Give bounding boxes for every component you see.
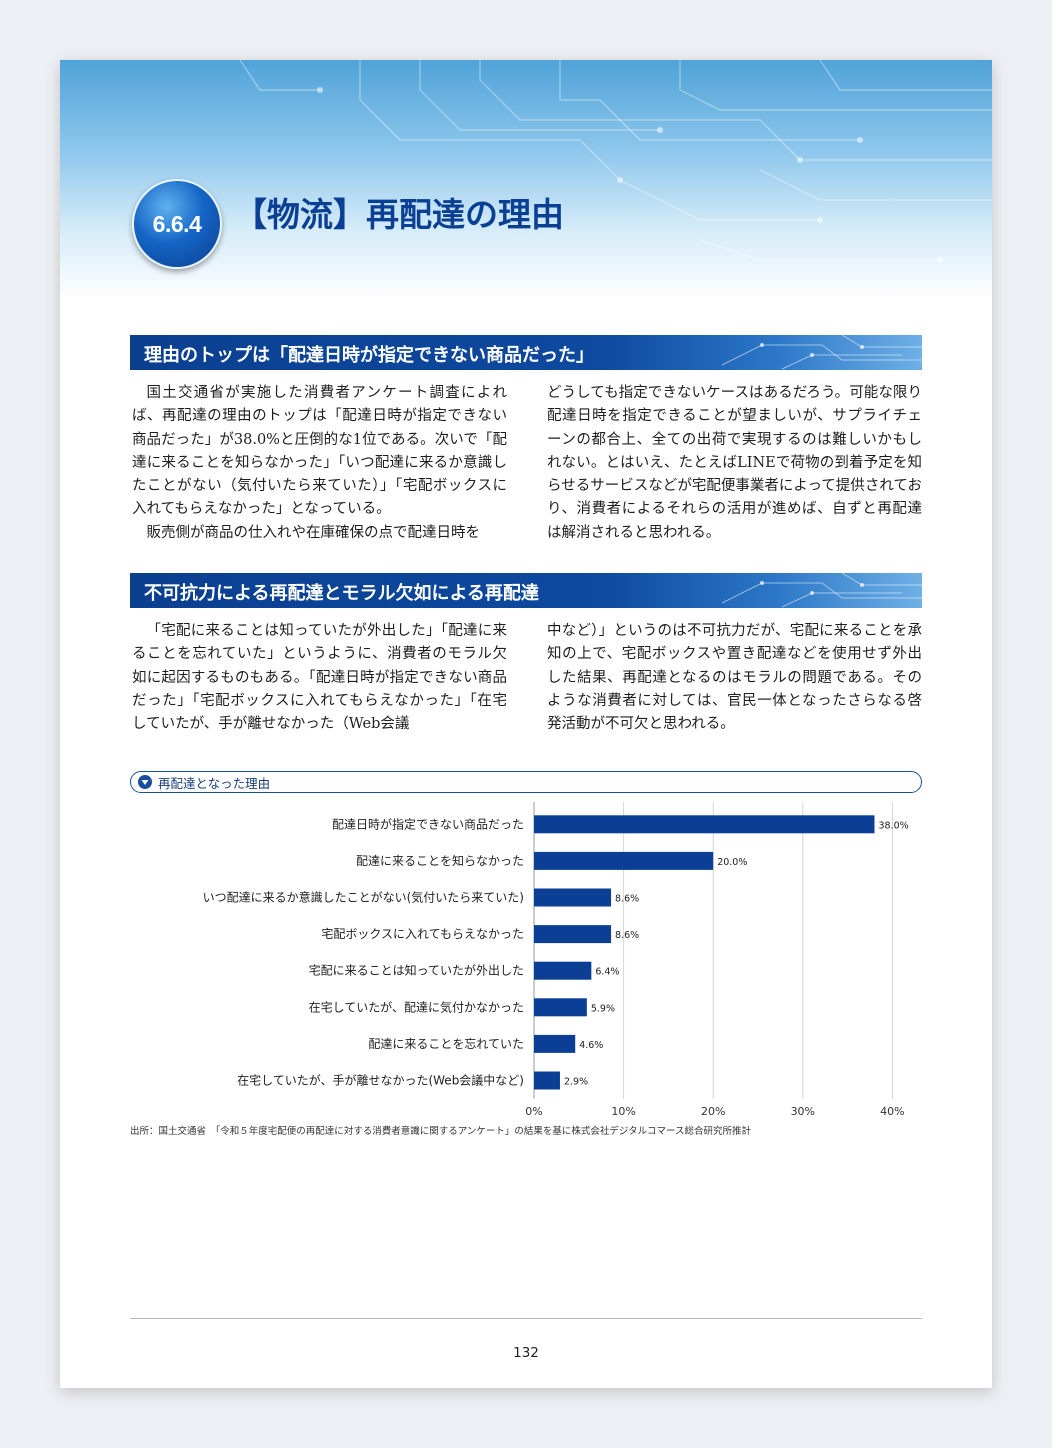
bar [534, 888, 612, 907]
section2-right-column: 中など）」というのは不可抗力だが、宅配に来ることを承知の上で、宅配ボックスや置き… [547, 620, 922, 736]
page-title: 【物流】再配達の理由 [234, 195, 564, 234]
bar [534, 1034, 576, 1053]
bar [534, 925, 612, 944]
header-banner [60, 60, 992, 300]
value-label: 2.9% [564, 1077, 588, 1088]
value-label: 8.6% [615, 930, 639, 941]
chart-title: 再配達となった理由 [158, 776, 271, 791]
paragraph: 国土交通省が実施した消費者アンケート調査によれば、再配達の理由のトップは「配達日… [132, 385, 507, 518]
value-label: 6.4% [595, 967, 619, 978]
bar [534, 961, 592, 980]
triangle-down-icon [138, 775, 152, 789]
value-label: 4.6% [579, 1040, 603, 1051]
paragraph: どうしても指定できないケースはあるだろう。可能な限り配達日時を指定できることが望… [547, 385, 922, 541]
chart-heading-box: 再配達となった理由 [130, 771, 922, 793]
value-label: 38.0% [878, 820, 908, 831]
section-heading-band-2: 不可抗力による再配達とモラル欠如による再配達 [130, 573, 922, 608]
section1-left-column: 国土交通省が実施した消費者アンケート調査によれば、再配達の理由のトップは「配達日… [132, 382, 507, 545]
value-label: 8.6% [615, 894, 639, 905]
circuit-pattern [239, 60, 992, 263]
paragraph: 「宅配に来ることは知っていたが外出した」「配達に来ることを忘れていた」というよう… [132, 623, 507, 733]
section-heading-1: 理由のトップは「配達日時が指定できない商品だった」 [144, 345, 594, 366]
category-label: 配達日時が指定できない商品だった [332, 816, 524, 831]
section-number: 6.6.4 [152, 210, 202, 237]
source-note: 出所：国土交通省 「令和５年度宅配便の再配達に対する消費者意識に関するアンケート… [130, 1126, 752, 1137]
x-tick-label: 40% [880, 1105, 904, 1118]
category-label: 在宅していたが、配達に気付かなかった [309, 999, 524, 1014]
section-heading-band-1: 理由のトップは「配達日時が指定できない商品だった」 [130, 335, 922, 370]
section1-right-column: どうしても指定できないケースはあるだろう。可能な限り配達日時を指定できることが望… [547, 382, 922, 545]
category-label: 配達に来ることを知らなかった [356, 854, 524, 868]
category-label: 配達に来ることを忘れていた [368, 1036, 524, 1051]
bar [534, 1071, 560, 1090]
paragraph: 中など）」というのは不可抗力だが、宅配に来ることを承知の上で、宅配ボックスや置き… [547, 623, 922, 733]
section-number-badge: 6.6.4 [132, 179, 222, 269]
page: 6.6.4 【物流】再配達の理由 理由のトップは「配達日時が指定できない商品だっ… [60, 60, 992, 1388]
band-circuit-decoration [721, 573, 922, 608]
section2-left-column: 「宅配に来ることは知っていたが外出した」「配達に来ることを忘れていた」というよう… [132, 620, 507, 736]
band-circuit-decoration [721, 335, 922, 370]
x-tick-label: 20% [701, 1105, 725, 1118]
category-label: いつ配達に来るか意識したことがない(気付いたら来ていた) [203, 890, 524, 905]
section-heading-2: 不可抗力による再配達とモラル欠如による再配達 [144, 583, 539, 604]
footer-rule [130, 1318, 922, 1319]
bar [534, 815, 875, 834]
category-label: 宅配に来ることは知っていたが外出した [309, 963, 524, 978]
value-label: 5.9% [591, 1003, 615, 1014]
page-number: 132 [513, 1345, 539, 1361]
value-label: 20.0% [717, 857, 747, 868]
category-label: 宅配ボックスに入れてもらえなかった [321, 926, 524, 941]
x-tick-label: 30% [791, 1105, 815, 1118]
x-tick-label: 10% [611, 1105, 635, 1118]
bar [534, 998, 587, 1017]
category-label: 在宅していたが、手が離せなかった(Web会議中など) [237, 1073, 524, 1088]
x-tick-label: 0% [525, 1105, 542, 1118]
paragraph: 販売側が商品の仕入れや在庫確保の点で配達日時を [146, 524, 481, 541]
bar-chart: 0%10%20%30%40%50%配達日時が指定できない商品だった38.0%配達… [203, 802, 909, 1118]
bar [534, 851, 714, 870]
